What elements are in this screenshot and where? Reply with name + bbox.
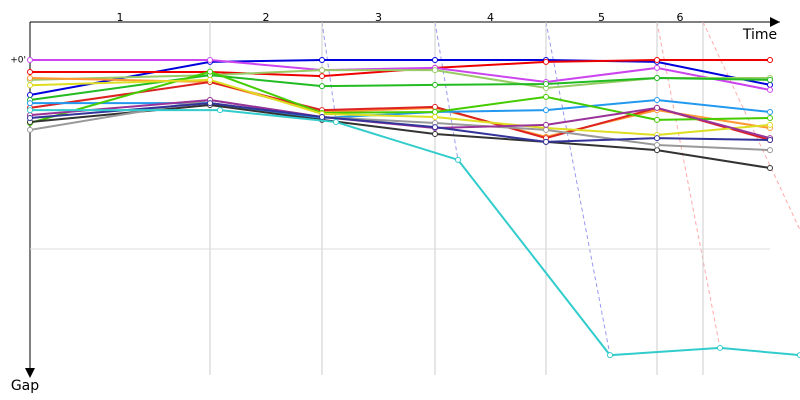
y-axis-arrow: [25, 368, 35, 378]
series-point: [543, 58, 549, 65]
series-point: [607, 352, 613, 359]
series-point: [319, 83, 325, 90]
guide-line: [545, 21, 611, 356]
guide-line: [656, 21, 721, 349]
series-point: [207, 100, 213, 107]
series-point: [319, 57, 325, 63]
guides: [321, 21, 800, 356]
series-point: [654, 97, 660, 104]
lap-label: 4: [487, 11, 494, 24]
series-point: [654, 74, 660, 81]
series-point: [797, 352, 800, 359]
lap-label: 1: [117, 11, 124, 24]
series-point: [767, 76, 773, 83]
lap-label: 5: [598, 11, 605, 24]
series-point: [207, 68, 213, 75]
series-point: [654, 57, 660, 63]
series-point: [27, 74, 33, 81]
series-point: [207, 57, 213, 63]
series-point: [767, 57, 773, 63]
series-point: [27, 82, 33, 89]
series-point: [432, 124, 438, 131]
lap-label: 6: [677, 11, 684, 24]
series-point: [27, 107, 33, 114]
series-point: [767, 165, 773, 172]
series-point: [767, 121, 773, 128]
series-point: [767, 81, 773, 88]
series-point: [654, 104, 660, 111]
series-point: [455, 156, 461, 163]
series-point: [654, 116, 660, 123]
series-point: [27, 68, 33, 75]
series-point: [432, 103, 438, 110]
lap-label: 3: [375, 11, 382, 24]
series-point: [319, 73, 325, 80]
series-point: [217, 107, 223, 114]
series-point: [654, 147, 660, 154]
y-axis-label: Gap: [11, 378, 39, 394]
series-point: [543, 138, 549, 145]
series-point: [319, 67, 325, 74]
series-point: [543, 107, 549, 114]
series-point: [333, 119, 339, 126]
series-point: [319, 114, 325, 121]
series-point: [27, 91, 33, 98]
series-point: [27, 57, 33, 63]
series-point: [543, 80, 549, 87]
series-point: [432, 131, 438, 138]
series-point: [654, 64, 660, 71]
series-point: [543, 126, 549, 133]
series-point: [767, 147, 773, 154]
series-point: [27, 126, 33, 133]
series-point: [432, 67, 438, 74]
x-axis-arrow: [770, 17, 780, 27]
series-point: [432, 57, 438, 63]
series-point: [767, 137, 773, 144]
series-point: [432, 108, 438, 115]
series-point: [432, 114, 438, 121]
series-point: [543, 121, 549, 128]
series-point: [767, 114, 773, 121]
series-point: [654, 135, 660, 142]
series-point: [654, 142, 660, 149]
lap-label: 2: [263, 11, 270, 24]
guide-line: [434, 21, 459, 161]
series-point: [432, 81, 438, 88]
series-point: [27, 100, 33, 107]
series-point: [207, 76, 213, 83]
series-point: [767, 108, 773, 115]
series-point: [717, 344, 723, 351]
y-tick-label: +0': [10, 56, 26, 66]
series-point: [27, 114, 33, 121]
series-point: [543, 93, 549, 100]
series-point: [767, 86, 773, 93]
x-axis-label: Time: [742, 27, 777, 43]
